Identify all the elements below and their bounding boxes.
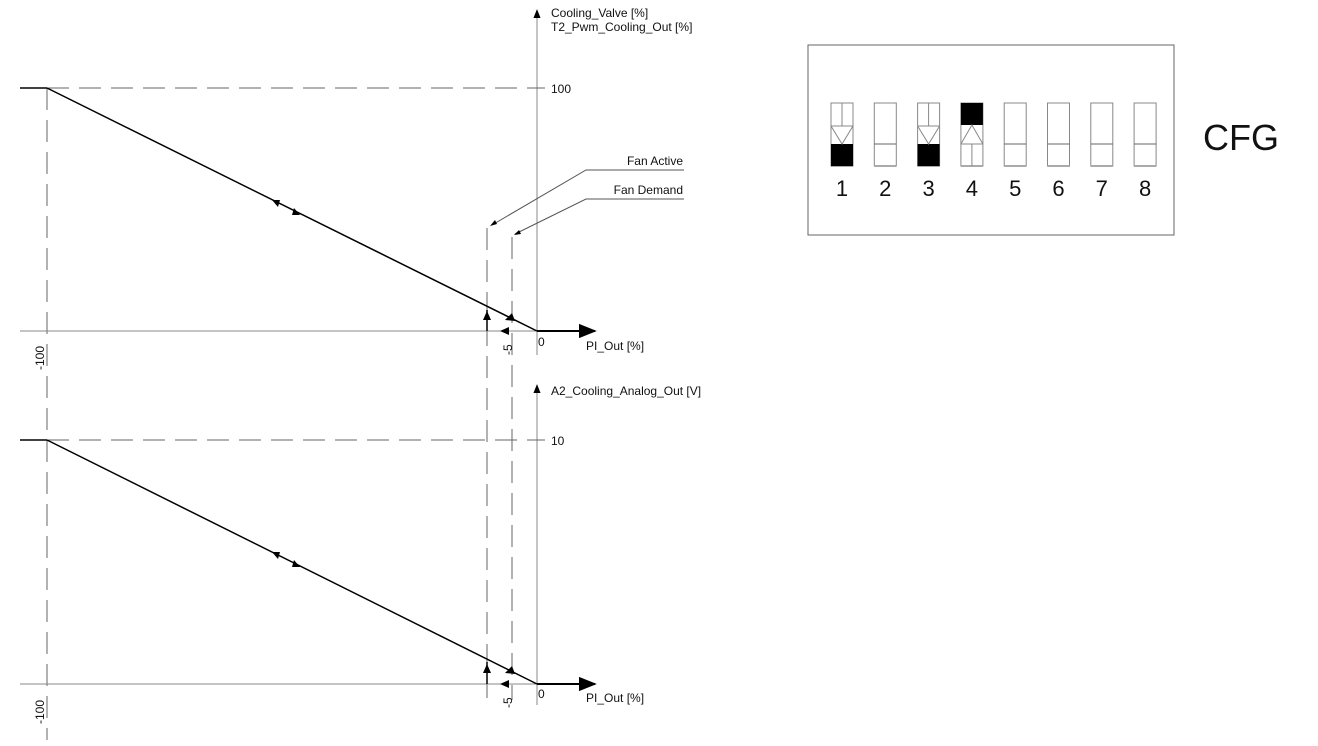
x-minus-100-label: -100 — [33, 700, 47, 724]
x-minus-5-label: -5 — [501, 344, 515, 355]
dip-switch-2[interactable]: 2 — [873, 102, 897, 201]
leader-arrow-icon — [514, 230, 521, 235]
y-max-label: 10 — [551, 434, 565, 448]
arrow-up-left-icon — [272, 552, 280, 559]
cooling-curve — [46, 87, 538, 332]
arrow-down-right-icon — [292, 208, 300, 215]
dip-switch-number: 3 — [922, 176, 934, 201]
fan-demand-leader — [514, 198, 684, 235]
x-label: PI_Out [%] — [586, 691, 644, 705]
x-zero-label: 0 — [538, 687, 545, 701]
arrow-down-icon — [917, 125, 941, 145]
arrow-up-right-icon — [505, 313, 515, 321]
arrow-up-left-icon — [272, 200, 280, 207]
dip-switch-number: 1 — [836, 176, 848, 201]
y-label-1: Cooling_Valve [%] — [551, 6, 648, 20]
fan-demand-label: Fan Demand — [614, 183, 683, 197]
analog-curve — [46, 439, 538, 685]
switch-knob — [831, 144, 853, 166]
dip-switch-number: 6 — [1052, 176, 1064, 201]
top-plot: Cooling_Valve [%] T2_Pwm_Cooling_Out [%]… — [20, 6, 692, 370]
dip-switch-7[interactable]: 7 — [1090, 102, 1114, 201]
arrow-up-right-icon — [505, 666, 515, 674]
dip-switch-8[interactable]: 8 — [1133, 102, 1157, 201]
dip-switch-number: 4 — [966, 176, 978, 201]
dip-switch-5[interactable]: 5 — [1003, 102, 1027, 201]
fan-active-label: Fan Active — [627, 154, 683, 168]
dip-switch-6[interactable]: 6 — [1047, 102, 1070, 201]
x-minus-100-label: -100 — [33, 346, 47, 370]
x-minus-5-label: -5 — [501, 697, 515, 708]
x-zero-label: 0 — [538, 335, 545, 349]
y-label: A2_Cooling_Analog_Out [V] — [551, 384, 701, 398]
dip-switch-4[interactable]: 4 — [960, 102, 984, 201]
arrow-left-icon — [500, 327, 509, 335]
leader-arrow-icon — [490, 220, 497, 226]
arrow-down-icon — [830, 125, 854, 145]
dip-switch-3[interactable]: 3 — [917, 102, 941, 201]
dip-switch-number: 2 — [879, 176, 891, 201]
dip-switch-number: 7 — [1096, 176, 1108, 201]
dip-switch-1[interactable]: 1 — [830, 102, 854, 201]
arrow-up-icon — [483, 311, 491, 320]
cfg-label: CFG — [1203, 117, 1279, 158]
arrow-up-icon — [483, 664, 491, 673]
y-label-2: T2_Pwm_Cooling_Out [%] — [551, 20, 692, 34]
y-max-label: 100 — [551, 82, 571, 96]
arrow-up-icon — [960, 124, 984, 145]
x-label: PI_Out [%] — [586, 339, 644, 353]
switch-knob — [960, 103, 983, 125]
dip-switch-block: 1 2 3 4 5 6 7 8 CFG — [807, 44, 1279, 236]
fan-active-leader — [491, 169, 684, 226]
dip-switch-number: 5 — [1009, 176, 1021, 201]
arrow-down-right-icon — [292, 560, 300, 567]
arrow-left-icon — [500, 680, 509, 688]
bottom-plot: A2_Cooling_Analog_Out [V] 10 0 PI_Out [%… — [20, 384, 701, 724]
switch-knob — [917, 144, 940, 166]
dip-switch-number: 8 — [1139, 176, 1151, 201]
